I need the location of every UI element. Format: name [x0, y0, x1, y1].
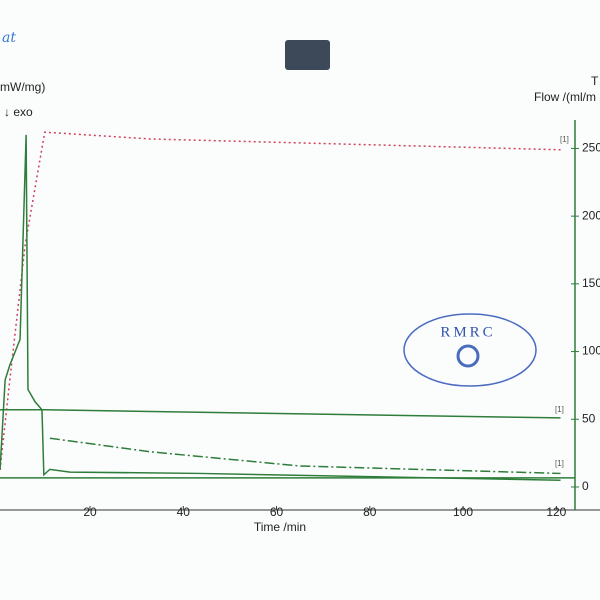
series-line	[0, 409, 561, 419]
y-tick-label: 50	[582, 411, 596, 425]
y-tick-label: 150	[582, 276, 600, 290]
y-right-label-top: T	[591, 74, 599, 88]
y-left-label: mW/mg)	[0, 80, 45, 94]
handwriting: at	[2, 30, 16, 46]
y-tick-label: 250	[582, 141, 600, 155]
annotation: [1]	[555, 459, 564, 468]
stamp: RMRC	[440, 324, 495, 340]
y-right-label: Flow /(ml/m	[534, 90, 596, 104]
x-tick-label: 100	[453, 505, 473, 519]
x-tick-label: 60	[270, 505, 284, 519]
stamp-ring	[403, 313, 537, 387]
x-tick-label: 40	[177, 505, 191, 519]
y-tick-label: 100	[582, 344, 600, 358]
series-line	[0, 134, 561, 481]
x-label: Time /min	[254, 520, 306, 534]
stamp-icon	[456, 344, 480, 368]
annotation: [1]	[555, 405, 564, 414]
y-tick-label: 0	[582, 479, 589, 493]
series-line	[0, 131, 561, 470]
logo	[285, 40, 330, 70]
x-tick-label: 20	[83, 505, 97, 519]
annotation: [1]	[560, 135, 569, 144]
y-tick-label: 200	[582, 208, 600, 222]
series-line	[49, 437, 561, 475]
exo-label: ↓ exo	[4, 105, 33, 119]
x-tick-label: 120	[546, 505, 566, 519]
x-tick-label: 80	[363, 505, 377, 519]
